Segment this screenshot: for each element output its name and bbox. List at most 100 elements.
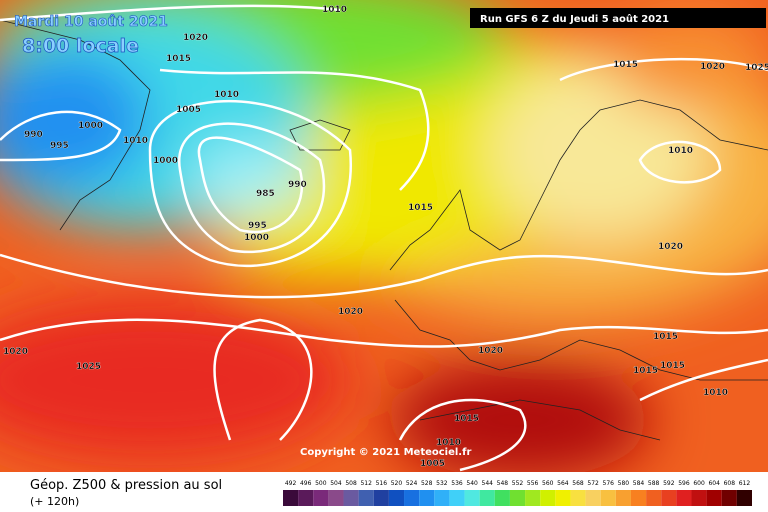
scale-swatch bbox=[525, 490, 541, 506]
field bbox=[0, 0, 768, 472]
scale-swatch bbox=[419, 490, 435, 506]
isobar-label: 1010 bbox=[214, 90, 239, 100]
isobar-label: 1025 bbox=[76, 362, 101, 372]
isobar-label: 1010 bbox=[123, 136, 148, 146]
scale-label: 564 bbox=[557, 480, 569, 487]
isobar-label: 1015 bbox=[454, 414, 479, 424]
scale-label: 492 bbox=[285, 480, 297, 487]
scale-label: 556 bbox=[527, 480, 539, 487]
scale-swatch bbox=[630, 490, 647, 506]
scale-label: 560 bbox=[542, 480, 554, 487]
isobar-label: 1015 bbox=[166, 54, 191, 64]
scale-label: 544 bbox=[482, 480, 494, 487]
isobar-label: 990 bbox=[288, 180, 307, 190]
copyright: Copyright © 2021 Meteociel.fr bbox=[300, 447, 471, 458]
scale-swatch bbox=[706, 490, 722, 506]
scale-swatch bbox=[358, 490, 374, 506]
isobar-label: 1015 bbox=[408, 203, 433, 213]
footer-lead: (+ 120h) bbox=[30, 495, 79, 508]
scale-swatch bbox=[721, 490, 737, 506]
isobar-label: 1010 bbox=[668, 146, 693, 156]
isobar-label: 1015 bbox=[633, 366, 658, 376]
scale-swatch bbox=[404, 490, 420, 506]
scale-label: 548 bbox=[497, 480, 509, 487]
scale-label: 592 bbox=[663, 480, 675, 487]
scale-swatch bbox=[434, 490, 450, 506]
scale-label: 528 bbox=[421, 480, 433, 487]
scale-label: 536 bbox=[451, 480, 463, 487]
scale-swatch bbox=[343, 490, 359, 506]
isobar-label: 1010 bbox=[703, 388, 728, 398]
isobar-label: 1005 bbox=[420, 459, 445, 469]
scale-swatch bbox=[570, 490, 586, 506]
scale-label: 524 bbox=[406, 480, 418, 487]
isobar-label: 1000 bbox=[78, 121, 103, 131]
scale-swatch bbox=[283, 490, 299, 506]
scale-label: 540 bbox=[466, 480, 478, 487]
scale-label: 608 bbox=[724, 480, 736, 487]
scale-swatch bbox=[328, 490, 344, 506]
forecast-time: 8:00 locale bbox=[22, 35, 139, 57]
scale-swatch bbox=[479, 490, 495, 506]
scale-label: 532 bbox=[436, 480, 448, 487]
scale-swatch bbox=[388, 490, 405, 506]
scale-swatch bbox=[585, 490, 601, 506]
scale-swatch bbox=[676, 490, 692, 506]
isobar-label: 1020 bbox=[338, 307, 363, 317]
scale-label: 572 bbox=[587, 480, 599, 487]
isobar-label: 1010 bbox=[322, 5, 347, 15]
scale-label: 496 bbox=[300, 480, 312, 487]
scale-label: 576 bbox=[603, 480, 615, 487]
scale-swatch bbox=[661, 490, 677, 506]
isobar-label: 1020 bbox=[183, 33, 208, 43]
scale-swatch bbox=[449, 490, 465, 506]
scale-label: 568 bbox=[572, 480, 584, 487]
isobar-label: 1015 bbox=[660, 361, 685, 371]
scale-swatch bbox=[691, 490, 707, 506]
scale-label: 604 bbox=[708, 480, 720, 487]
scale-swatch bbox=[736, 490, 752, 506]
forecast-date: Mardi 10 août 2021 bbox=[14, 14, 168, 30]
scale-label: 580 bbox=[618, 480, 630, 487]
scale-swatch bbox=[494, 490, 510, 506]
scale-swatch bbox=[313, 490, 329, 506]
isobar-label: 1015 bbox=[613, 60, 638, 70]
isobar-label: 1025 bbox=[745, 63, 768, 73]
scale-swatch bbox=[615, 490, 631, 506]
scale-label: 520 bbox=[391, 480, 403, 487]
scale-swatch bbox=[540, 490, 556, 506]
isobar-label: 995 bbox=[50, 141, 69, 151]
isobar-label: 1005 bbox=[176, 105, 201, 115]
scale-swatch bbox=[646, 490, 662, 506]
isobar-label: 1020 bbox=[3, 347, 28, 357]
scale-label: 596 bbox=[678, 480, 690, 487]
scale-swatch bbox=[373, 490, 389, 506]
scale-swatch bbox=[509, 490, 526, 506]
isobar-label: 1010 bbox=[436, 438, 461, 448]
isobar-label: 1020 bbox=[658, 242, 683, 252]
isobar-label: 995 bbox=[248, 221, 267, 231]
run-label: Run GFS 6 Z du Jeudi 5 août 2021 bbox=[480, 13, 669, 25]
scale-label: 600 bbox=[693, 480, 705, 487]
isobar-label: 1015 bbox=[653, 332, 678, 342]
isobar-labels: 1010 1020 1015 1010 1005 1000 990 995 1010 1000 99… bbox=[3, 5, 768, 469]
isobar-label: 985 bbox=[256, 189, 275, 199]
scale-label: 512 bbox=[360, 480, 372, 487]
footer-title: Géop. Z500 & pression au sol bbox=[30, 478, 222, 493]
scale-label: 584 bbox=[633, 480, 645, 487]
run-box bbox=[470, 8, 766, 28]
scale-label: 500 bbox=[315, 480, 327, 487]
isobar-label: 990 bbox=[24, 130, 43, 140]
scale-label: 612 bbox=[739, 480, 751, 487]
scale-swatch bbox=[298, 490, 314, 506]
scale-label: 552 bbox=[512, 480, 524, 487]
scale-swatch bbox=[600, 490, 616, 506]
scale-label: 516 bbox=[376, 480, 388, 487]
scale-swatch bbox=[464, 490, 480, 506]
scale-swatch bbox=[555, 490, 571, 506]
scale-label: 504 bbox=[330, 480, 342, 487]
isobar-label: 1020 bbox=[700, 62, 725, 72]
isobar-label: 1000 bbox=[244, 233, 269, 243]
scale-label: 588 bbox=[648, 480, 660, 487]
